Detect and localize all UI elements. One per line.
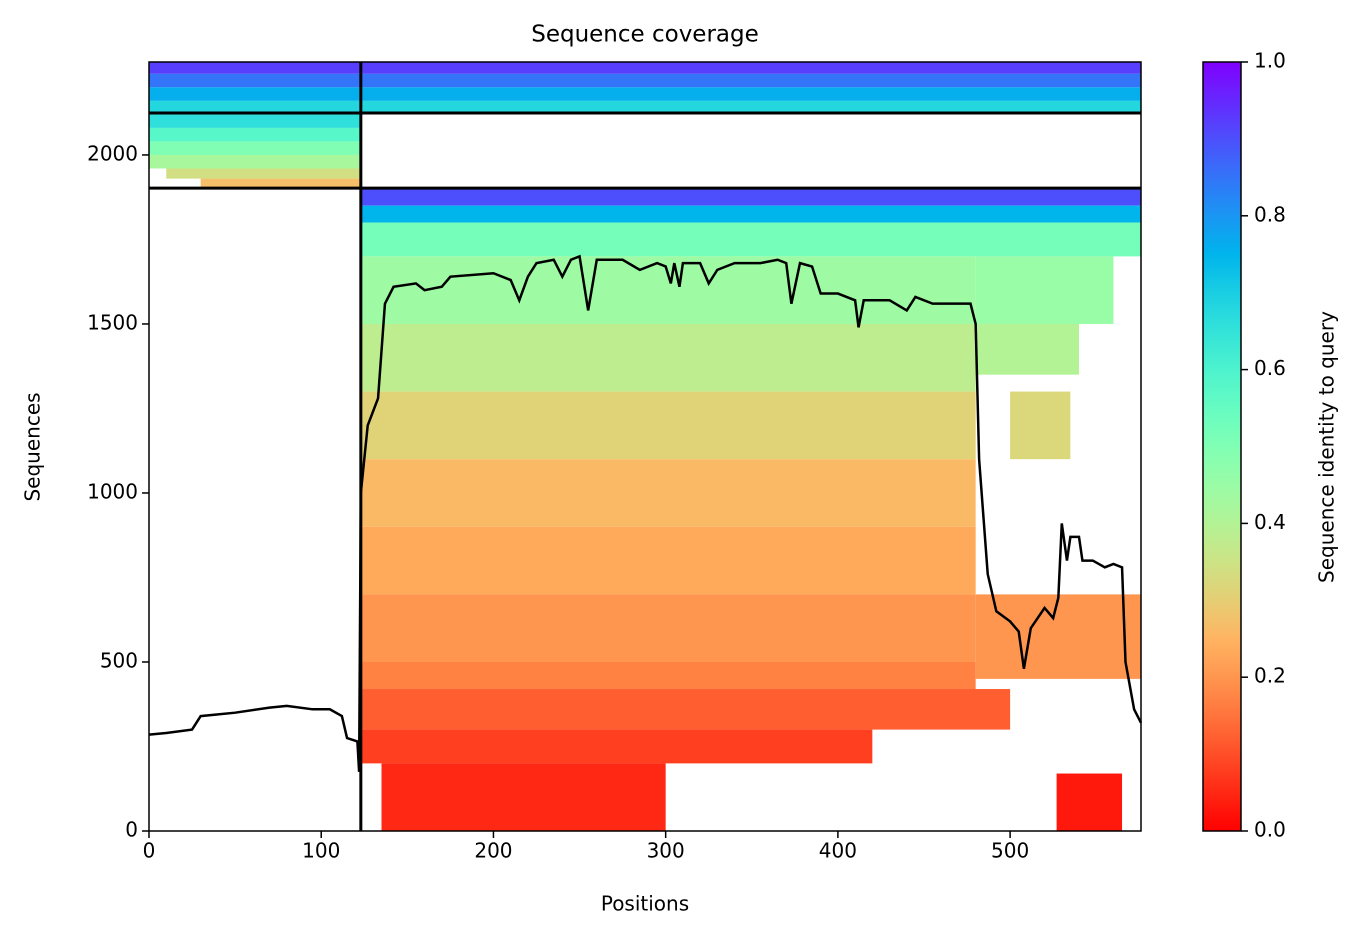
sequence-block [360,391,976,460]
sequence-block [360,594,976,662]
sequence-block [1010,391,1071,460]
y-tick-label: 1000 [87,479,138,503]
x-tick-label: 0 [143,839,156,863]
x-tick-label: 300 [647,839,685,863]
sequence-block [149,113,361,128]
sequence-block [200,178,361,189]
sequence-block [360,459,976,527]
sequence-block [975,256,1114,324]
colorbar-tick-label: 0.2 [1254,664,1286,688]
colorbar-tick-label: 0.4 [1254,510,1286,534]
sequence-block [381,763,666,831]
y-tick-label: 0 [125,818,138,842]
plot-frame [148,61,1142,832]
x-tick-label: 500 [991,839,1029,863]
x-tick-label: 200 [474,839,512,863]
chart-title: Sequence coverage [531,22,759,48]
sequence-block [149,141,361,155]
sequence-block [1056,773,1123,831]
colorbar-label: Sequence identity to query [1315,311,1339,583]
sequence-block [149,100,1141,114]
colorbar-tick-label: 0.6 [1254,356,1286,380]
y-tick-label: 500 [100,648,138,672]
sequence-block [360,256,976,324]
sequence-block [166,168,361,179]
x-tick-label: 400 [819,839,857,863]
colorbar-tick-label: 0.0 [1254,818,1286,842]
sequence-block [360,729,873,764]
y-axis-label: Sequences [21,392,45,501]
y-tick-label: 1500 [87,310,138,334]
sequence-block [360,188,1141,206]
sequence-block [360,205,1141,223]
sequence-block [149,62,1141,74]
sequence-block [975,323,1079,375]
sequence-block [975,594,1141,679]
sequence-block [360,222,1141,257]
sequence-block [360,526,976,595]
colorbar-tick-label: 1.0 [1254,49,1286,73]
sequence-block [149,154,361,169]
x-tick-label: 100 [302,839,340,863]
sequence-block [149,73,1141,88]
sequence-block [360,661,976,690]
colorbar-tick-label: 0.8 [1254,202,1286,226]
sequence-block [360,689,1011,730]
coverage-line [148,254,1143,772]
sequence-block [149,87,1141,101]
colorbar [1202,61,1242,832]
sequence-block [149,127,361,142]
x-axis-label: Positions [601,892,689,916]
sequence-block [360,323,976,392]
y-tick-label: 2000 [87,141,138,165]
